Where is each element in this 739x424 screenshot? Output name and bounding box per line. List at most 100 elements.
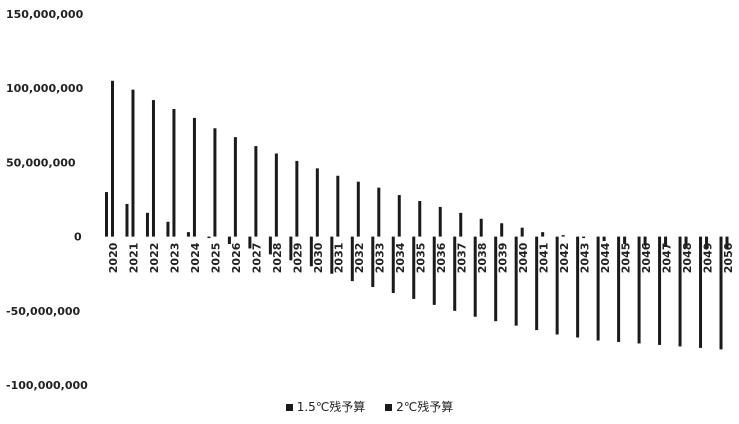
bar-series-1-2027 — [248, 236, 252, 249]
y-tick-label: -100,000,000 — [6, 379, 88, 392]
x-tick-label: 2047 — [660, 243, 673, 274]
bar-series-1-2035 — [412, 236, 416, 299]
bar-series-2-2025 — [213, 128, 217, 237]
bar-series-2-2047 — [664, 236, 668, 247]
x-tick-label: 2022 — [148, 243, 161, 274]
bar-series-1-2020 — [105, 192, 108, 237]
bar-series-2-2031 — [336, 175, 340, 237]
x-tick-label: 2044 — [599, 242, 612, 273]
bar-series-1-2040 — [514, 236, 518, 326]
y-tick-label: 0 — [74, 231, 82, 244]
bar-series-2-2029 — [295, 160, 299, 237]
x-axis-labels: 2020 2021 2022 2023 2024 2025 2026 2027 2028 2029… — [107, 242, 735, 273]
bar-series-1-2045 — [617, 236, 621, 342]
bar-series-1-2044 — [596, 236, 600, 341]
legend-item-series-2: 2℃残予算 — [385, 398, 453, 415]
bar-series-2-2038 — [479, 218, 483, 237]
legend-label-2: 2℃残予算 — [396, 400, 454, 414]
bar-series-2-2024 — [192, 117, 196, 237]
bar-series-2-2042 — [561, 235, 565, 237]
x-tick-label: 2030 — [312, 242, 325, 273]
bar-series-2-2036 — [438, 206, 442, 237]
bar-series-1-2049 — [699, 236, 703, 348]
x-tick-label: 2034 — [394, 242, 407, 273]
legend-item-series-1: 1.5℃残予算 — [285, 398, 365, 415]
bar-series-1-2046 — [637, 236, 641, 344]
x-tick-label: 2024 — [189, 242, 202, 273]
bar-series-2-2026 — [233, 137, 237, 237]
y-tick-label: -50,000,000 — [6, 305, 80, 318]
bar-series-2-2035 — [418, 200, 422, 237]
bar-series-2-2034 — [397, 195, 401, 237]
bar-series-1-2050 — [719, 236, 723, 350]
x-tick-label: 2041 — [537, 243, 550, 274]
bar-series-2-2049 — [705, 236, 709, 249]
x-tick-label: 2027 — [251, 243, 264, 274]
bar-series-1-2028 — [268, 236, 272, 255]
x-tick-label: 2048 — [681, 243, 694, 274]
bar-series-2-2043 — [582, 236, 586, 239]
bar-series-1-2034 — [391, 236, 395, 293]
x-tick-label: 2039 — [496, 243, 509, 274]
bar-series-1-2043 — [576, 236, 580, 338]
x-tick-label: 2032 — [353, 243, 366, 274]
bars — [105, 80, 729, 350]
y-tick-label: 100,000,000 — [6, 82, 84, 95]
bar-series-2-2023 — [172, 108, 176, 237]
bar-series-2-2048 — [684, 236, 688, 248]
bar-series-1-2037 — [453, 236, 457, 311]
bar-series-2-2028 — [274, 153, 278, 237]
bar-series-2-2037 — [459, 212, 463, 237]
bar-series-2-2044 — [602, 236, 606, 242]
x-tick-label: 2033 — [374, 243, 387, 274]
legend-swatch-1 — [285, 404, 293, 411]
x-tick-label: 2035 — [415, 243, 428, 274]
x-tick-label: 2040 — [517, 242, 530, 273]
bar-series-1-2042 — [555, 236, 559, 335]
y-axis: 150,000,000 100,000,000 50,000,000 0 -50,000… — [6, 8, 88, 392]
x-tick-label: 2029 — [292, 243, 305, 274]
y-tick-label: 150,000,000 — [6, 8, 84, 21]
x-tick-label: 2042 — [558, 243, 571, 274]
bar-series-1-2031 — [330, 236, 334, 274]
bar-series-1-2024 — [186, 232, 190, 237]
bar-series-2-2039 — [500, 223, 504, 237]
bar-series-2-2022 — [151, 100, 155, 237]
bar-series-2-2020 — [111, 80, 114, 237]
bar-series-2-2050 — [725, 236, 729, 250]
y-tick-label: 50,000,000 — [6, 156, 76, 169]
bar-series-1-2041 — [535, 236, 539, 331]
bar-series-2-2027 — [254, 146, 258, 237]
x-tick-label: 2020 — [107, 242, 120, 273]
x-tick-label: 2036 — [435, 242, 448, 273]
x-tick-label: 2050 — [722, 242, 735, 273]
x-tick-label: 2031 — [333, 243, 346, 274]
bar-series-2-2046 — [643, 236, 647, 246]
bar-series-1-2033 — [371, 236, 375, 288]
bar-series-2-2033 — [377, 187, 381, 237]
bar-series-1-2036 — [432, 236, 436, 305]
bar-series-1-2030 — [309, 236, 313, 267]
bar-series-1-2021 — [125, 203, 129, 237]
legend-swatch-2 — [385, 404, 393, 411]
x-tick-label: 2023 — [169, 243, 182, 274]
bar-series-1-2022 — [145, 212, 149, 237]
x-tick-label: 2046 — [640, 242, 653, 273]
bar-series-2-2021 — [131, 89, 135, 237]
bar-series-2-2032 — [356, 181, 360, 237]
bar-series-2-2030 — [315, 168, 319, 237]
x-tick-label: 2038 — [476, 243, 489, 274]
bar-series-2-2040 — [520, 227, 524, 237]
bar-series-2-2041 — [541, 232, 545, 237]
bar-series-1-2047 — [658, 236, 662, 345]
bar-series-1-2039 — [494, 236, 498, 322]
x-tick-label: 2049 — [701, 243, 714, 274]
bar-series-2-2045 — [623, 236, 627, 245]
x-tick-label: 2037 — [455, 243, 468, 274]
x-tick-label: 2045 — [619, 243, 632, 274]
bar-series-1-2038 — [473, 236, 477, 317]
x-tick-label: 2021 — [128, 243, 141, 274]
bar-series-1-2029 — [289, 236, 293, 261]
